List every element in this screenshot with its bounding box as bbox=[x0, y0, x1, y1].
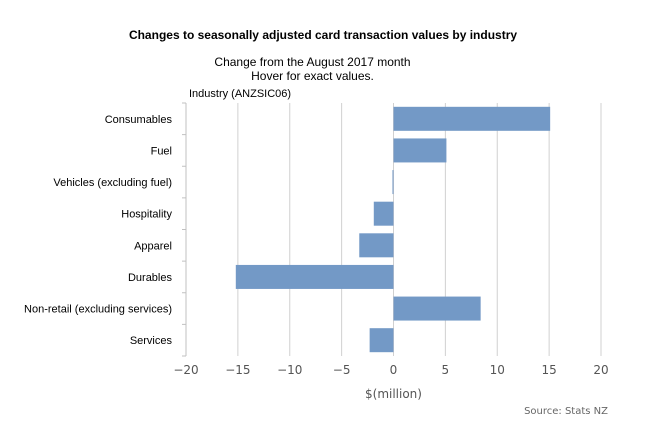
category-label: Services bbox=[130, 335, 173, 347]
chart-hint: Hover for exact values. bbox=[251, 69, 374, 83]
chart-title: Changes to seasonally adjusted card tran… bbox=[128, 28, 518, 42]
category-label: Durables bbox=[128, 272, 173, 284]
x-tick-label: −5 bbox=[333, 363, 351, 377]
x-tick-label: 10 bbox=[490, 363, 505, 377]
x-tick-label: 15 bbox=[541, 363, 556, 377]
bar bbox=[393, 106, 551, 131]
category-label: Non-retail (excluding services) bbox=[24, 304, 172, 316]
bar bbox=[359, 233, 394, 258]
bar bbox=[235, 264, 394, 289]
bar bbox=[393, 138, 447, 163]
bar bbox=[392, 170, 394, 195]
x-tick-label: 5 bbox=[442, 363, 450, 377]
x-tick-label: 20 bbox=[593, 363, 608, 377]
source-credit: Source: Stats NZ bbox=[524, 406, 608, 417]
bar bbox=[369, 328, 394, 353]
bar bbox=[393, 296, 481, 321]
x-axis-title: $(million) bbox=[365, 387, 422, 401]
category-label: Apparel bbox=[134, 240, 172, 252]
x-tick-label: 0 bbox=[390, 363, 398, 377]
category-label: Fuel bbox=[151, 145, 172, 157]
y-axis-title: Industry (ANZSIC06) bbox=[189, 88, 292, 100]
category-label: Hospitality bbox=[121, 209, 172, 221]
category-label: Vehicles (excluding fuel) bbox=[53, 177, 172, 189]
bar bbox=[373, 201, 394, 226]
x-tick-label: −20 bbox=[173, 363, 198, 377]
x-tick-label: −15 bbox=[225, 363, 250, 377]
chart-subtitle: Change from the August 2017 month bbox=[214, 55, 411, 69]
category-label: Consumables bbox=[105, 114, 173, 126]
x-tick-label: −10 bbox=[277, 363, 302, 377]
